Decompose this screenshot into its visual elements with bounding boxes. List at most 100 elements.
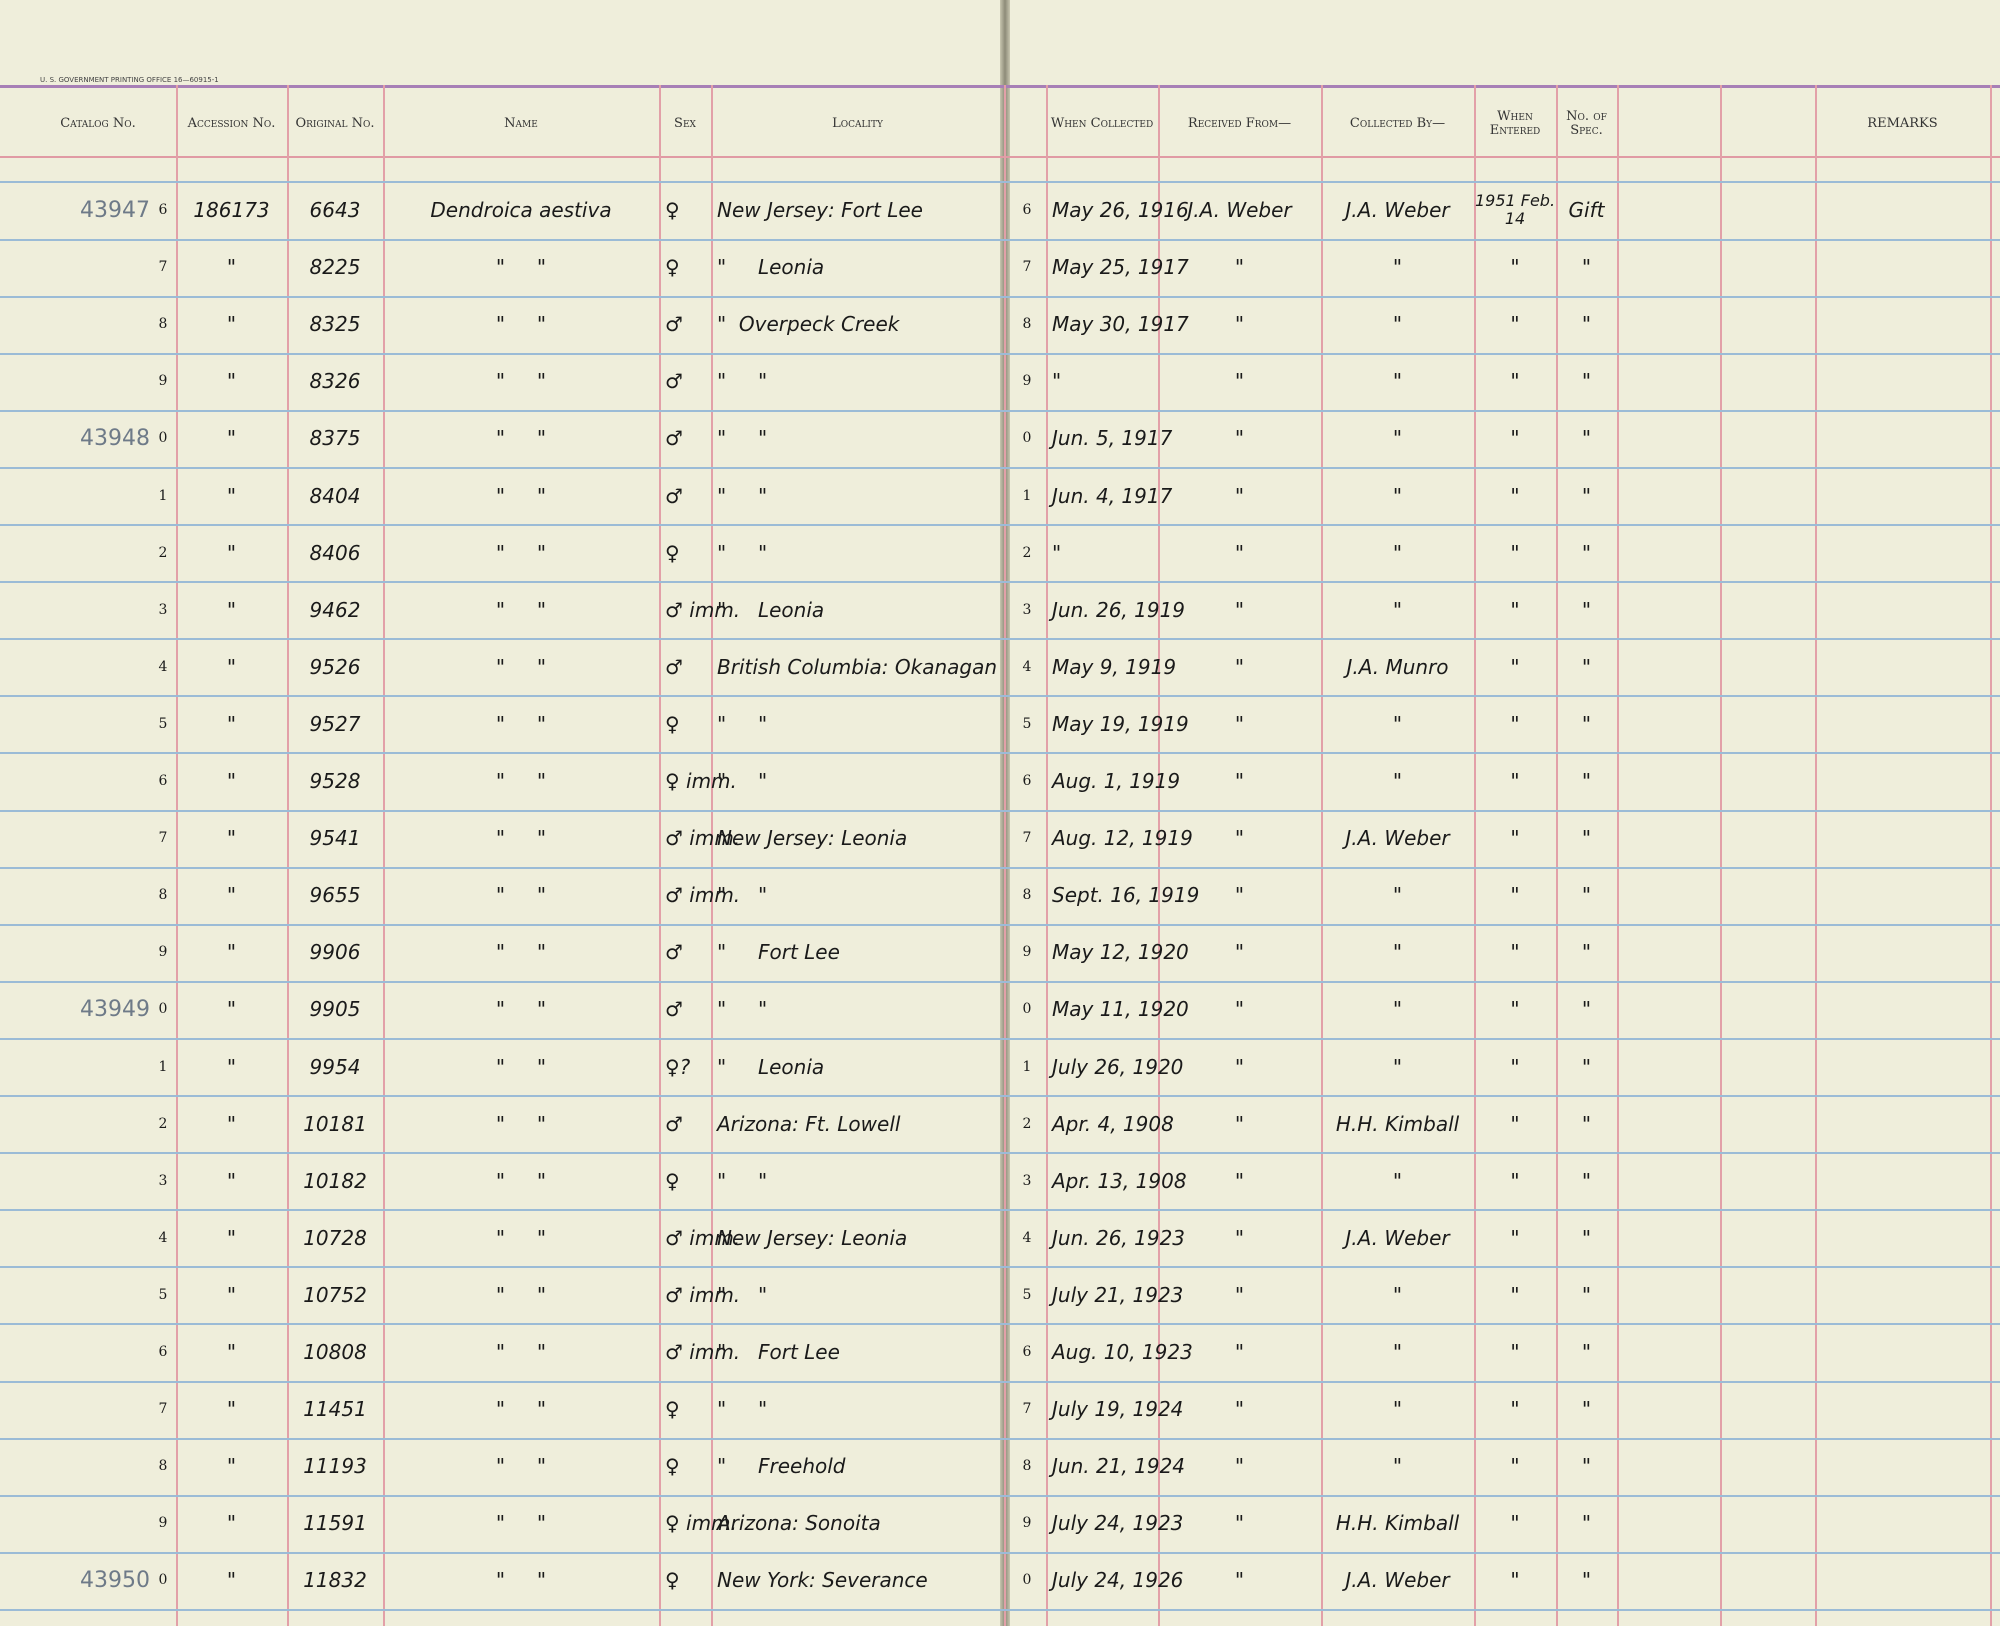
cell-spec: ": [1581, 1340, 1592, 1364]
cell-spec: ": [1581, 1511, 1592, 1536]
cell-collector: ": [1392, 1340, 1403, 1364]
cell-name: " ": [495, 1054, 547, 1079]
cell-accession: ": [226, 654, 237, 679]
cell-name: " ": [495, 255, 547, 280]
cell-number: 4: [158, 658, 168, 675]
column-header: Received From—: [1187, 115, 1292, 131]
cell-number: 0: [158, 1001, 168, 1018]
cell-entered: 1951 Feb. 14: [1474, 191, 1556, 228]
cell-original: 10181: [303, 1111, 367, 1136]
cell-entered: ": [1510, 597, 1520, 622]
cell-number: 2: [158, 1115, 168, 1132]
cell-collected: May 30, 1917: [1052, 312, 1189, 337]
cell-accession: ": [226, 711, 237, 736]
cell-locality: " ": [717, 1282, 768, 1307]
row-rule: [0, 1551, 2000, 1554]
cell-entered: ": [1510, 940, 1520, 965]
cell-name: " ": [495, 483, 547, 508]
cell-received: J.A. Weber: [1187, 198, 1292, 222]
cell-name: " ": [495, 1340, 547, 1364]
row-rule: [0, 409, 2000, 412]
cell-locality: Arizona: Ft. Lowell: [717, 1111, 901, 1136]
row-rule: [0, 295, 2000, 298]
cell-sex: ♀?: [665, 1054, 691, 1079]
cell-locality: Arizona: Sonoita: [717, 1511, 881, 1536]
cell-spec: ": [1581, 1568, 1592, 1593]
cell-locality: " ": [717, 483, 768, 508]
cell-sex: ♀: [665, 255, 680, 280]
cell-original: 9906: [309, 940, 361, 965]
cell-number: 5: [158, 715, 168, 732]
cell-received: ": [1234, 426, 1245, 451]
cell-accession: ": [226, 1168, 237, 1193]
column-rule: [1046, 85, 1048, 1626]
row-rule: [0, 809, 2000, 812]
cell-number: 0: [158, 430, 168, 447]
cell-collected: Jun. 4, 1917: [1052, 483, 1173, 508]
cell-name: " ": [495, 826, 547, 851]
cell-entered: ": [1510, 426, 1520, 451]
cell-spec: ": [1581, 540, 1592, 565]
cell-number: 9: [158, 944, 168, 961]
cell-number: 2: [1022, 1115, 1032, 1132]
row-rule: [0, 181, 2000, 184]
cell-received: ": [1234, 1168, 1245, 1193]
cell-locality: " Fort Lee: [717, 940, 840, 965]
cell-number: 2: [158, 544, 168, 561]
cell-collector: ": [1392, 883, 1403, 908]
cell-number: 0: [1022, 1572, 1032, 1589]
cell-accession: ": [226, 312, 237, 337]
cell-original: 9954: [309, 1054, 361, 1079]
cell-accession: ": [226, 997, 237, 1022]
cell-name: " ": [495, 426, 547, 451]
cell-number: 6: [158, 202, 168, 218]
cell-collected: Apr. 13, 1908: [1052, 1168, 1187, 1193]
cell-entered: ": [1510, 1568, 1520, 1593]
cell-entered: ": [1510, 540, 1520, 565]
cell-collected: Apr. 4, 1908: [1052, 1111, 1174, 1136]
cell-collector: ": [1392, 255, 1403, 280]
cell-entered: ": [1510, 1111, 1520, 1136]
cell-sex: ♂ imm.: [665, 883, 741, 908]
cell-received: ": [1234, 711, 1245, 736]
cell-collected: Aug. 12, 1919: [1052, 826, 1193, 851]
cell-accession: ": [226, 940, 237, 965]
cell-number: 7: [1022, 830, 1032, 847]
cell-collector: J.A. Munro: [1346, 654, 1449, 679]
cell-sex: ♀: [665, 1168, 680, 1193]
cell-spec: ": [1581, 1111, 1592, 1136]
cell-collected: May 26, 1916: [1052, 198, 1189, 222]
cell-locality: " Leonia: [717, 1054, 825, 1079]
cell-collector: J.A. Weber: [1345, 1568, 1450, 1593]
cell-sex: ♀: [665, 711, 680, 736]
column-header: REMARKS: [1867, 115, 1938, 131]
column-rule: [176, 85, 178, 1626]
row-rule: [0, 1494, 2000, 1497]
cell-original: 11591: [303, 1511, 367, 1536]
cell-received: ": [1234, 826, 1245, 851]
cell-locality: " ": [717, 997, 768, 1022]
cell-original: 8325: [309, 312, 361, 337]
cell-collected: Jun. 21, 1924: [1052, 1454, 1186, 1479]
cell-name: " ": [495, 1568, 547, 1593]
cell-sex: ♂ imm.: [665, 1225, 741, 1250]
cell-received: ": [1234, 483, 1245, 508]
cell-received: ": [1234, 769, 1245, 793]
header-rule: [0, 156, 2000, 158]
cell-collector: ": [1392, 997, 1403, 1022]
cell-original: 11451: [303, 1397, 367, 1422]
cell-sex: ♀: [665, 540, 680, 565]
column-header: Accession No.: [187, 115, 276, 131]
cell-accession: ": [226, 1397, 237, 1422]
cell-collected: May 25, 1917: [1052, 255, 1189, 280]
cell-locality: " ": [717, 540, 768, 565]
cell-locality: " ": [717, 769, 768, 793]
cell-sex: ♀ imm.: [665, 1511, 737, 1536]
cell-entered: ": [1510, 1454, 1520, 1479]
cell-spec: ": [1581, 597, 1592, 622]
cell-locality: " ": [717, 426, 768, 451]
cell-sex: ♂ imm.: [665, 1340, 741, 1364]
cell-name: " ": [495, 1397, 547, 1422]
cell-number: 3: [158, 1172, 168, 1189]
cell-entered: ": [1510, 255, 1520, 280]
